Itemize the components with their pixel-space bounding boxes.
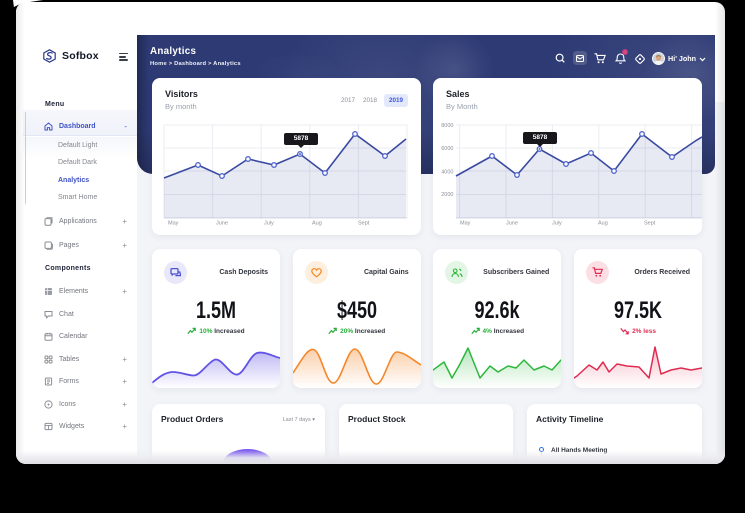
svg-text:Aug: Aug bbox=[598, 221, 608, 227]
svg-text:May: May bbox=[460, 221, 471, 227]
svg-text:June: June bbox=[216, 221, 228, 227]
svg-text:July: July bbox=[264, 221, 274, 227]
svg-text:July: July bbox=[552, 221, 562, 227]
svg-text:6000: 6000 bbox=[441, 146, 453, 152]
svg-text:4000: 4000 bbox=[441, 170, 453, 176]
svg-text:Sept: Sept bbox=[644, 221, 656, 227]
svg-text:May: May bbox=[168, 221, 179, 227]
svg-text:Aug: Aug bbox=[312, 221, 322, 227]
svg-text:8000: 8000 bbox=[441, 123, 453, 129]
svg-text:June: June bbox=[506, 221, 518, 227]
svg-text:2000: 2000 bbox=[441, 192, 453, 198]
svg-text:Sept: Sept bbox=[358, 221, 370, 227]
